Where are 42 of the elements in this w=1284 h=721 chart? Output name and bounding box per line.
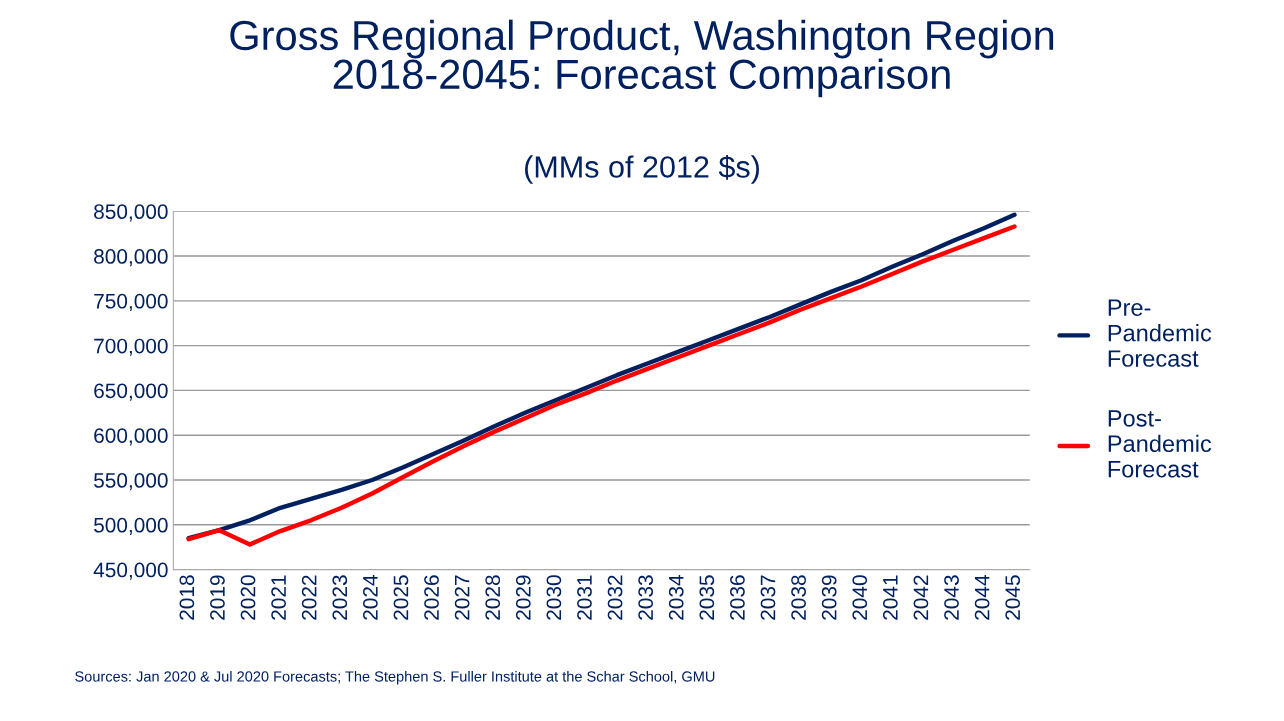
y-tick-label: 500,000 bbox=[94, 517, 168, 536]
x-tick-label: 2025 bbox=[393, 575, 409, 620]
x-tick-label: 2023 bbox=[332, 575, 348, 620]
x-tick-label: 2033 bbox=[638, 575, 654, 620]
x-tick-label: 2031 bbox=[577, 575, 592, 620]
x-tick-label: 2026 bbox=[424, 575, 439, 620]
x-tick-label: 2019 bbox=[210, 575, 225, 620]
legend-label: Post-Pandemic Forecast bbox=[1108, 410, 1212, 478]
x-tick-label: 2022 bbox=[301, 575, 317, 620]
x-tick-label: 2037 bbox=[760, 575, 776, 620]
x-tick-label: 2035 bbox=[699, 575, 715, 620]
y-tick-label: 700,000 bbox=[94, 338, 168, 356]
x-tick-label: 2040 bbox=[852, 575, 868, 620]
y-tick-label: 550,000 bbox=[94, 473, 168, 491]
x-tick-label: 2024 bbox=[362, 575, 378, 620]
x-tick-label: 2036 bbox=[730, 575, 745, 620]
y-tick-label: 600,000 bbox=[94, 428, 168, 446]
x-tick-label: 2039 bbox=[821, 575, 837, 620]
y-tick-label: 450,000 bbox=[93, 562, 168, 580]
x-tick-label: 2020 bbox=[240, 575, 256, 620]
x-tick-label: 2030 bbox=[546, 575, 562, 620]
y-tick-label: 650,000 bbox=[94, 383, 168, 401]
chart-title: Gross Regional Product, Washington Region 2018-2045: Forecast Comparison bbox=[230, 19, 1054, 98]
y-tick-label: 850,000 bbox=[94, 204, 168, 222]
x-tick-label: 2027 bbox=[454, 575, 470, 620]
y-tick-label: 800,000 bbox=[94, 249, 168, 267]
x-tick-label: 2032 bbox=[607, 575, 623, 620]
legend-label: Pre-Pandemic Forecast bbox=[1108, 299, 1212, 367]
x-tick-label: 2021 bbox=[271, 575, 286, 620]
x-tick-label: 2042 bbox=[913, 575, 929, 620]
x-tick-label: 2041 bbox=[882, 575, 898, 620]
x-tick-label: 2038 bbox=[791, 575, 806, 620]
y-tick-label: 750,000 bbox=[94, 293, 168, 312]
x-tick-label: 2018 bbox=[179, 575, 195, 620]
x-tick-label: 2029 bbox=[515, 575, 531, 620]
x-tick-label: 2028 bbox=[485, 575, 501, 620]
source-note: Sources: Jan 2020 & Jul 2020 Forecasts; The Stephen S. Fuller Institute at the Schar School, GMU bbox=[75, 670, 715, 685]
x-tick-label: 2034 bbox=[668, 575, 684, 620]
x-tick-label: 2043 bbox=[944, 575, 959, 620]
x-tick-label: 2045 bbox=[1005, 575, 1021, 620]
x-tick-label: 2044 bbox=[974, 575, 990, 620]
chart-subtitle: (MMs of 2012 $s) bbox=[525, 154, 759, 184]
